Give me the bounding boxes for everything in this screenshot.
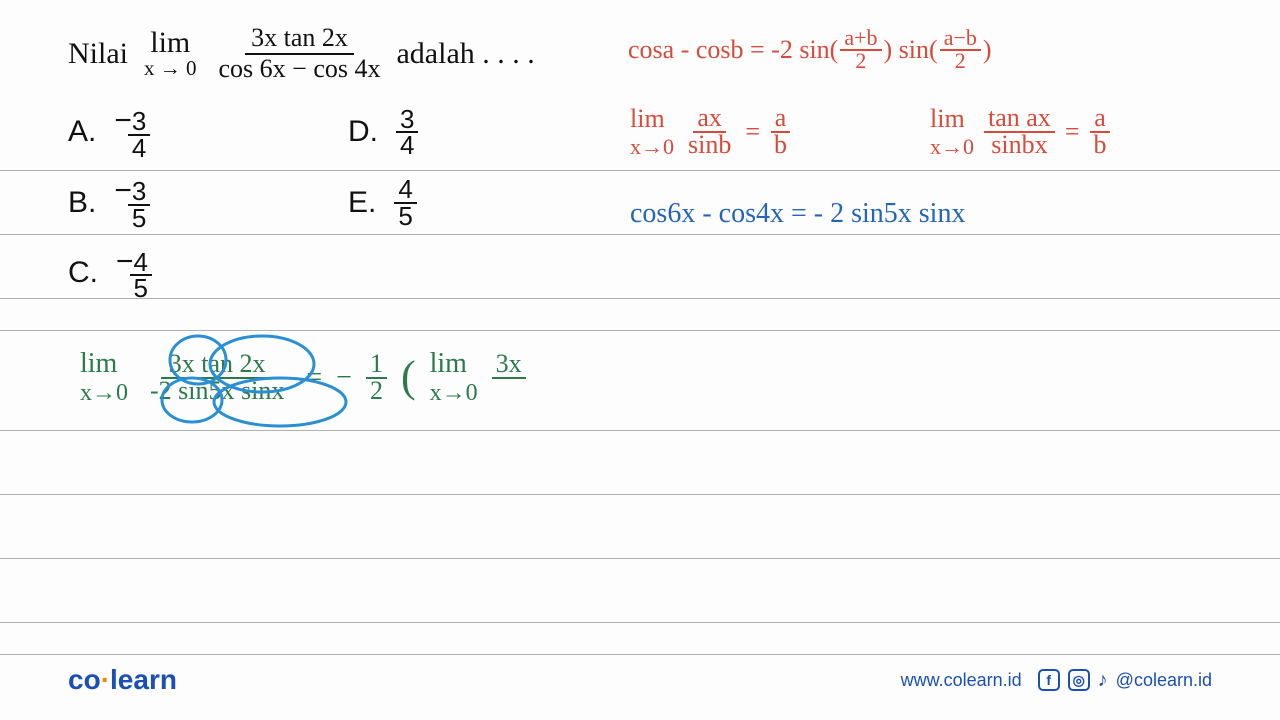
red-identity: cosa - cosb = -2 sin( a+b2 ) sin( a−b2 ) bbox=[628, 28, 992, 72]
facebook-icon: f bbox=[1038, 669, 1060, 691]
ruled-line bbox=[0, 558, 1280, 559]
page-root: Nilai lim x → 0 3x tan 2x cos 6x − cos 4… bbox=[0, 0, 1280, 720]
brand-logo: co·learn bbox=[68, 664, 177, 696]
footer: co·learn www.colearn.id f ◎ ♪ @colearn.i… bbox=[0, 664, 1280, 696]
problem-fraction: 3x tan 2x cos 6x − cos 4x bbox=[213, 24, 387, 83]
answer-options: A. −34 D. 34 B. −35 E. 45 C. −45 bbox=[68, 104, 528, 301]
option-c: C. −45 bbox=[68, 245, 348, 301]
green-working: lim x→0 3x tan 2x -2 sin5x sinx = − 1 2 … bbox=[80, 348, 526, 407]
red-limit-rule-1: lim x→0 axsinb = ab bbox=[630, 104, 791, 160]
red-limit-rule-2: lim x→0 tan axsinbx = ab bbox=[930, 104, 1110, 160]
ruled-line bbox=[0, 330, 1280, 331]
tiktok-icon: ♪ bbox=[1098, 669, 1108, 692]
ruled-line bbox=[0, 622, 1280, 623]
problem-suffix: adalah . . . . bbox=[396, 37, 534, 71]
problem-prefix: Nilai bbox=[68, 37, 128, 71]
problem-statement: Nilai lim x → 0 3x tan 2x cos 6x − cos 4… bbox=[68, 24, 535, 83]
social-icons: f ◎ ♪ @colearn.id bbox=[1038, 669, 1212, 692]
option-b: B. −35 bbox=[68, 174, 348, 230]
footer-url: www.colearn.id bbox=[901, 670, 1022, 691]
ruled-line bbox=[0, 654, 1280, 655]
ruled-line bbox=[0, 430, 1280, 431]
instagram-icon: ◎ bbox=[1068, 669, 1090, 691]
blue-expansion: cos6x - cos4x = - 2 sin5x sinx bbox=[630, 198, 965, 230]
ruled-line bbox=[0, 494, 1280, 495]
limit-notation: lim x → 0 bbox=[144, 28, 197, 79]
option-d: D. 34 bbox=[348, 104, 528, 160]
social-handle: @colearn.id bbox=[1116, 670, 1212, 691]
option-e: E. 45 bbox=[348, 174, 528, 230]
footer-right: www.colearn.id f ◎ ♪ @colearn.id bbox=[901, 669, 1212, 692]
option-a: A. −34 bbox=[68, 104, 348, 160]
